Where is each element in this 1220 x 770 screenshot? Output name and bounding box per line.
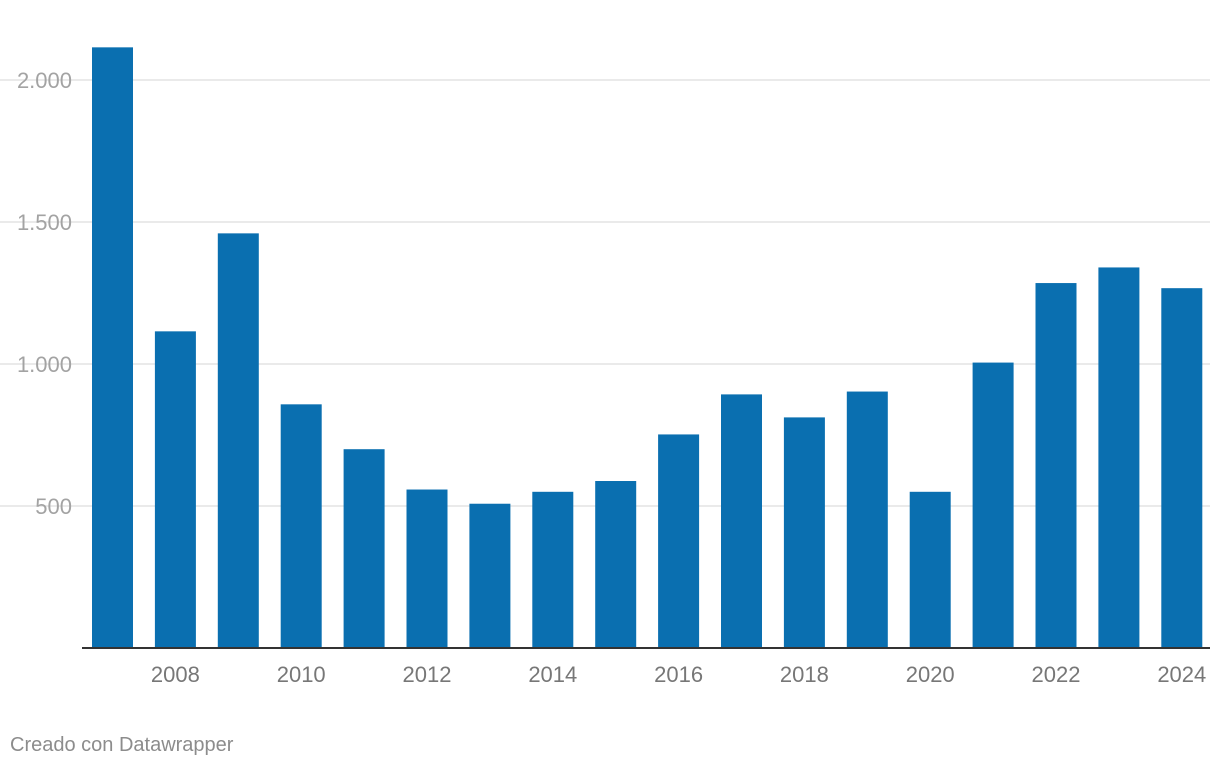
bar-2012 <box>406 489 448 648</box>
bar-2018 <box>783 417 825 648</box>
bar-2009 <box>217 233 259 649</box>
bar-2013 <box>469 503 511 648</box>
bar-2020 <box>909 491 951 648</box>
x-tick-label: 2010 <box>277 662 326 687</box>
bar-2011 <box>343 449 385 648</box>
bar-2021 <box>972 362 1014 648</box>
bar-2023 <box>1098 267 1140 648</box>
x-tick-label: 2008 <box>151 662 200 687</box>
x-tick-label: 2012 <box>403 662 452 687</box>
bar-2007 <box>92 47 133 648</box>
y-tick-label: 1.500 <box>17 210 72 235</box>
bars <box>92 47 1203 649</box>
x-tick-label: 2024 <box>1157 662 1206 687</box>
x-axis-labels: 2008 2010 2012 2014 2016 2018 2020 2022 2024 <box>151 662 1206 687</box>
bar-2014 <box>532 491 574 648</box>
x-tick-label: 2016 <box>654 662 703 687</box>
y-tick-label: 500 <box>35 494 72 519</box>
credit-text: Creado con Datawrapper <box>10 734 234 756</box>
bar-2008 <box>154 331 196 648</box>
bar-2010 <box>280 404 322 648</box>
y-tick-label: 1.000 <box>17 352 72 377</box>
x-tick-label: 2018 <box>780 662 829 687</box>
x-tick-label: 2014 <box>528 662 577 687</box>
x-tick-label: 2020 <box>906 662 955 687</box>
bar-2015 <box>595 481 637 648</box>
y-tick-label: 2.000 <box>17 68 72 93</box>
bar-2024 <box>1161 288 1203 648</box>
bar-2019 <box>846 391 888 648</box>
bar-2022 <box>1035 283 1077 648</box>
bar-2016 <box>658 434 700 648</box>
x-tick-label: 2022 <box>1032 662 1081 687</box>
y-axis-labels: 500 1.000 1.500 2.000 <box>17 68 72 519</box>
bar-2017 <box>721 394 762 648</box>
